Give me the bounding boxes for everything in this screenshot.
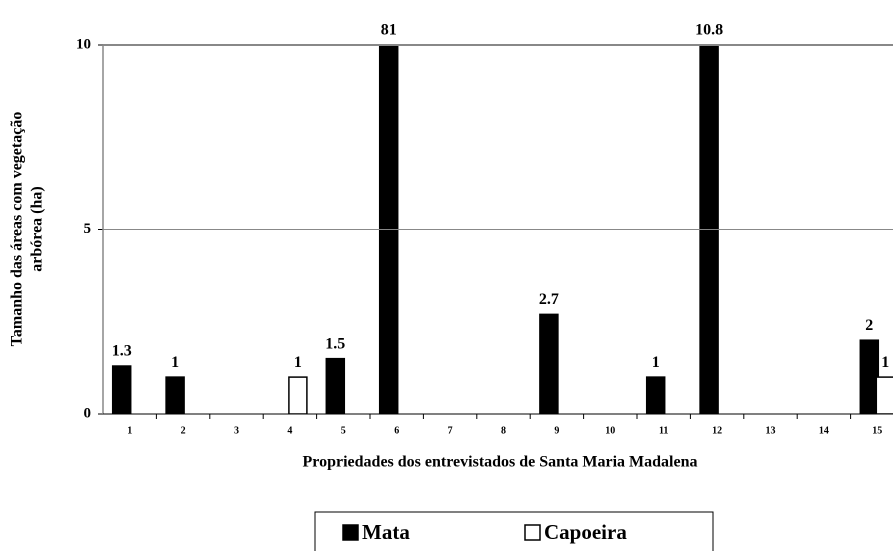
x-tick-label: 10 xyxy=(605,425,615,436)
data-label: 1 xyxy=(294,354,302,371)
bar xyxy=(699,45,719,414)
x-tick-label: 9 xyxy=(554,425,559,436)
y-axis-title-line: Tamanho das áreas com vegetação xyxy=(9,112,26,347)
bar xyxy=(165,376,185,414)
legend-swatch xyxy=(524,524,541,541)
bar xyxy=(111,365,132,414)
data-label: 1 xyxy=(171,354,179,371)
x-tick-label: 5 xyxy=(341,425,346,436)
x-tick-label: 3 xyxy=(234,425,239,436)
data-label: 1.3 xyxy=(112,343,132,360)
x-tick-label: 15 xyxy=(872,425,882,436)
x-axis-title: Propriedades dos entrevistados de Santa … xyxy=(303,454,698,471)
x-tick-label: 4 xyxy=(287,425,292,436)
y-axis-title: Tamanho das áreas com vegetação arbórea (… xyxy=(9,112,46,347)
legend-swatch xyxy=(342,524,359,541)
legend-label: Mata xyxy=(362,520,410,544)
legend-box xyxy=(314,511,714,551)
x-tick-label: 8 xyxy=(501,425,506,436)
data-label: 1 xyxy=(652,354,660,371)
data-label: 1.5 xyxy=(325,335,345,352)
bar xyxy=(645,376,666,414)
y-tick-label: 10 xyxy=(76,36,91,52)
data-label: 2.7 xyxy=(539,291,559,308)
x-tick-label: 12 xyxy=(712,425,722,436)
data-label: 2 xyxy=(865,317,873,334)
x-tick-label: 11 xyxy=(659,425,668,436)
data-label: 10.8 xyxy=(695,22,723,39)
bar xyxy=(539,313,559,414)
x-tick-label: 13 xyxy=(766,425,776,436)
bar xyxy=(378,45,399,414)
y-tick-label: 0 xyxy=(84,405,92,421)
y-tick-label: 5 xyxy=(84,221,92,237)
plot-area xyxy=(111,45,893,414)
bar xyxy=(325,357,346,414)
x-tick-label: 2 xyxy=(181,425,186,436)
legend-label: Capoeira xyxy=(544,520,627,544)
data-label: 81 xyxy=(381,22,397,39)
bar xyxy=(288,376,308,414)
y-axis-title-line: arbórea (ha) xyxy=(29,186,46,271)
bar xyxy=(875,376,893,414)
data-label: 1 xyxy=(881,354,889,371)
x-tick-label: 7 xyxy=(448,425,453,436)
x-tick-label: 14 xyxy=(819,425,829,436)
x-tick-label: 6 xyxy=(394,425,399,436)
x-tick-label: 1 xyxy=(127,425,132,436)
